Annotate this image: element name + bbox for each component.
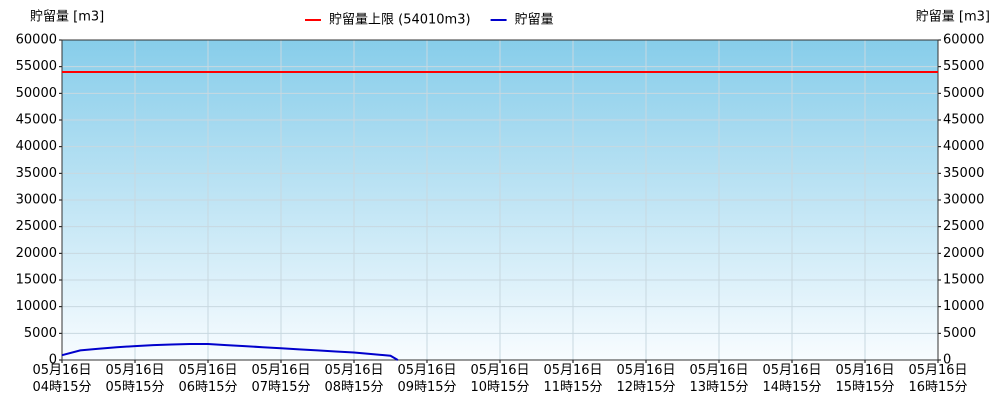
x-tick-label: 05月16日 04時15分 — [32, 363, 92, 395]
y-tick-label: 25000 — [16, 219, 57, 234]
y-tick-label: 10000 — [16, 299, 57, 314]
x-tick-label: 05月16日 13時15分 — [689, 363, 749, 395]
y-tick-label: 35000 — [16, 166, 57, 181]
legend-label: 貯留量 — [515, 13, 554, 28]
y-tick-label: 40000 — [16, 139, 57, 154]
y-tick-label: 20000 — [16, 246, 57, 261]
y2-tick-label: 15000 — [943, 273, 984, 288]
y2-tick-label: 55000 — [943, 59, 984, 74]
x-tick-label: 05月16日 15時15分 — [835, 363, 895, 395]
y2-tick-label: 30000 — [943, 193, 984, 208]
x-tick-label: 05月16日 16時15分 — [908, 363, 968, 395]
y2-tick-label: 5000 — [943, 326, 976, 341]
y-tick-label: 50000 — [16, 86, 57, 101]
y-axis-label: 貯留量 [m3] — [30, 10, 104, 25]
y2-tick-label: 45000 — [943, 113, 984, 128]
x-tick-label: 05月16日 07時15分 — [251, 363, 311, 395]
x-tick-label: 05月16日 10時15分 — [470, 363, 530, 395]
x-tick-label: 05月16日 06時15分 — [178, 363, 238, 395]
x-tick-label: 05月16日 11時15分 — [543, 363, 603, 395]
y-tick-label: 55000 — [16, 59, 57, 74]
y-tick-label: 30000 — [16, 193, 57, 208]
y2-tick-label: 0 — [943, 353, 951, 368]
x-tick-label: 05月16日 05時15分 — [105, 363, 165, 395]
y2-tick-label: 50000 — [943, 86, 984, 101]
x-tick-label: 05月16日 09時15分 — [397, 363, 457, 395]
x-tick-label: 05月16日 12時15分 — [616, 363, 676, 395]
series-line — [61, 343, 399, 361]
y2-tick-label: 40000 — [943, 139, 984, 154]
y-tick-label: 45000 — [16, 113, 57, 128]
legend-label: 貯留量上限 (54010m3) — [329, 13, 471, 28]
y2-axis-label: 貯留量 [m3] — [916, 10, 990, 25]
x-tick-label: 05月16日 14時15分 — [762, 363, 822, 395]
plot-border — [61, 39, 939, 361]
y-tick-label: 60000 — [16, 33, 57, 48]
y-tick-label: 15000 — [16, 273, 57, 288]
y-tick-label: 0 — [49, 353, 57, 368]
y2-tick-label: 25000 — [943, 219, 984, 234]
y2-tick-label: 60000 — [943, 33, 984, 48]
y2-tick-label: 10000 — [943, 299, 984, 314]
y2-tick-label: 35000 — [943, 166, 984, 181]
x-tick-label: 05月16日 08時15分 — [324, 363, 384, 395]
y-tick-label: 5000 — [24, 326, 57, 341]
y2-tick-label: 20000 — [943, 246, 984, 261]
